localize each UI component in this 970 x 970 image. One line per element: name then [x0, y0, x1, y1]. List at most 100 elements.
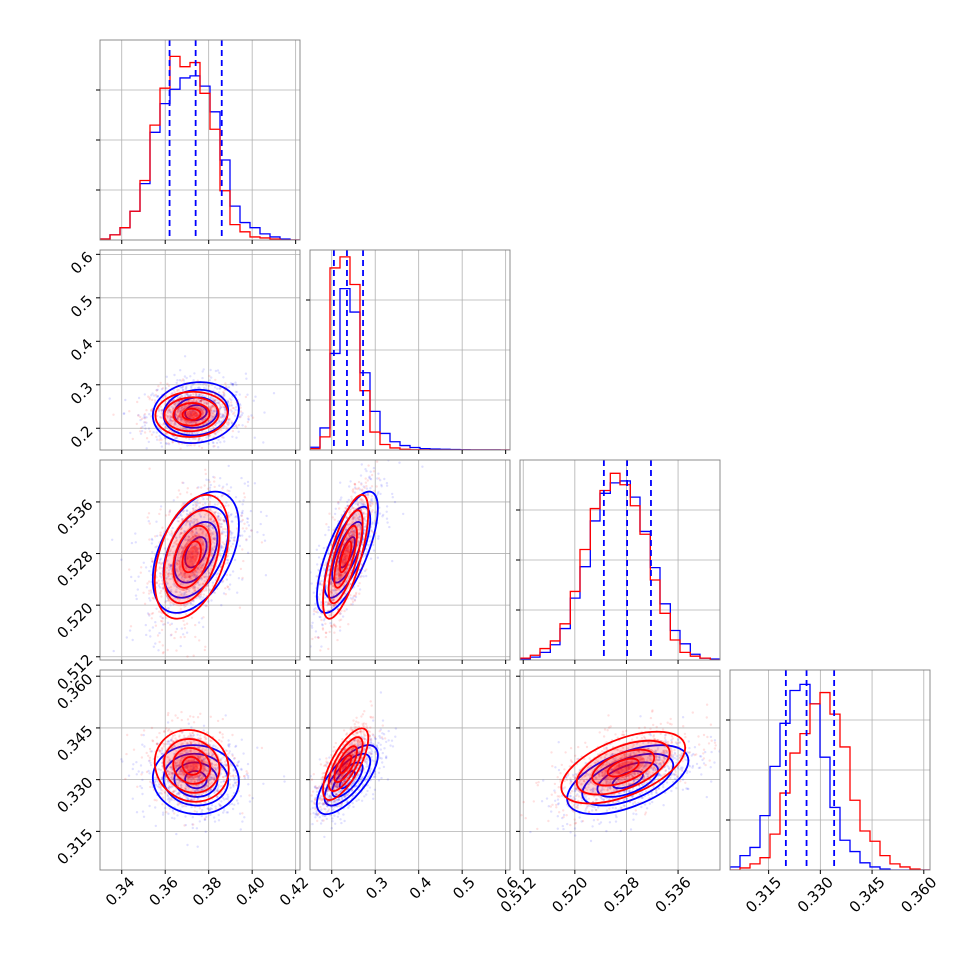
scatter-point: [208, 808, 211, 812]
scatter-point: [188, 422, 191, 425]
scatter-point: [187, 775, 190, 778]
scatter-point: [325, 586, 328, 589]
scatter-point: [160, 595, 163, 598]
scatter-point: [213, 399, 216, 403]
scatter-point: [339, 498, 342, 501]
scatter-point: [247, 774, 250, 778]
scatter-point: [213, 820, 217, 823]
scatter-point: [178, 533, 181, 536]
scatter-point: [112, 649, 115, 653]
scatter-point: [191, 555, 195, 559]
scatter-point: [189, 531, 192, 534]
scatter-point: [362, 565, 365, 568]
scatter-point: [206, 807, 209, 810]
scatter-point: [356, 516, 359, 520]
scatter-point: [180, 546, 183, 550]
scatter-point: [208, 517, 211, 520]
scatter-point: [212, 538, 216, 541]
scatter-point: [227, 744, 230, 747]
scatter-point: [211, 540, 214, 544]
scatter-point: [241, 503, 244, 506]
scatter-point: [223, 394, 226, 398]
scatter-point: [202, 575, 206, 579]
scatter-point: [158, 582, 161, 585]
scatter-point: [171, 408, 175, 411]
density-fill: [185, 545, 199, 568]
contour-blue: [184, 404, 208, 422]
scatter-point: [208, 374, 211, 378]
scatter-point: [205, 414, 208, 418]
scatter-point: [192, 420, 196, 423]
scatter-point: [207, 435, 210, 438]
scatter-point: [185, 491, 189, 494]
scatter-point: [196, 582, 200, 585]
scatter-point: [142, 815, 146, 818]
scatter-point: [331, 584, 335, 588]
scatter-point: [143, 602, 147, 605]
scatter-point: [209, 409, 212, 412]
scatter-point: [229, 408, 232, 412]
scatter-point: [167, 389, 171, 392]
scatter-point: [231, 422, 234, 425]
scatter-point: [183, 591, 186, 595]
scatter-point: [259, 510, 263, 514]
scatter-point: [240, 514, 243, 517]
scatter-point: [347, 550, 350, 553]
scatter-point: [149, 589, 153, 592]
scatter-point: [190, 412, 193, 415]
scatter-point: [187, 535, 190, 538]
scatter-point: [194, 534, 197, 537]
scatter-point: [120, 758, 123, 761]
scatter-point: [163, 547, 167, 550]
scatter-point: [360, 575, 363, 578]
scatter-point: [172, 544, 175, 548]
scatter-point: [364, 547, 367, 551]
scatter-point: [151, 538, 154, 542]
scatter-point: [317, 598, 321, 601]
scatter-point: [228, 397, 232, 400]
scatter-point: [136, 400, 139, 404]
scatter-point: [177, 792, 180, 795]
scatter-point: [363, 503, 366, 506]
scatter-point: [151, 560, 154, 563]
scatter-point: [192, 557, 195, 561]
scatter-point: [185, 513, 189, 516]
scatter-point: [188, 522, 191, 526]
scatter-point: [232, 785, 235, 788]
scatter-point: [370, 473, 374, 477]
scatter-point: [198, 751, 201, 754]
scatter-point: [182, 426, 186, 430]
scatter-point: [179, 432, 182, 435]
scatter-point: [221, 413, 224, 416]
scatter-point: [324, 561, 328, 564]
scatter-point: [338, 619, 341, 622]
scatter-point: [208, 502, 211, 506]
scatter-point: [154, 779, 157, 782]
scatter-point: [170, 768, 173, 771]
scatter-point: [206, 497, 209, 501]
scatter-point: [192, 546, 195, 549]
scatter-point: [349, 508, 352, 512]
scatter-point: [363, 569, 367, 573]
scatter-point: [332, 528, 335, 532]
scatter-point: [169, 419, 172, 422]
scatter-point: [212, 549, 216, 552]
scatter-point: [197, 547, 200, 551]
scatter-point: [193, 414, 197, 418]
scatter-point: [246, 517, 250, 520]
scatter-point: [183, 566, 187, 569]
scatter-point: [233, 539, 236, 542]
scatter-point: [200, 399, 203, 403]
scatter-point: [213, 521, 216, 524]
scatter-point: [227, 422, 230, 426]
scatter-point: [169, 601, 172, 605]
scatter-point: [186, 798, 190, 801]
scatter-point: [368, 475, 371, 478]
scatter-point: [172, 403, 176, 406]
scatter-point: [328, 565, 331, 568]
scatter-point: [208, 571, 211, 575]
scatter-point: [139, 764, 143, 767]
scatter-point: [161, 617, 165, 620]
scatter-point: [189, 412, 192, 416]
scatter-point: [143, 417, 147, 420]
